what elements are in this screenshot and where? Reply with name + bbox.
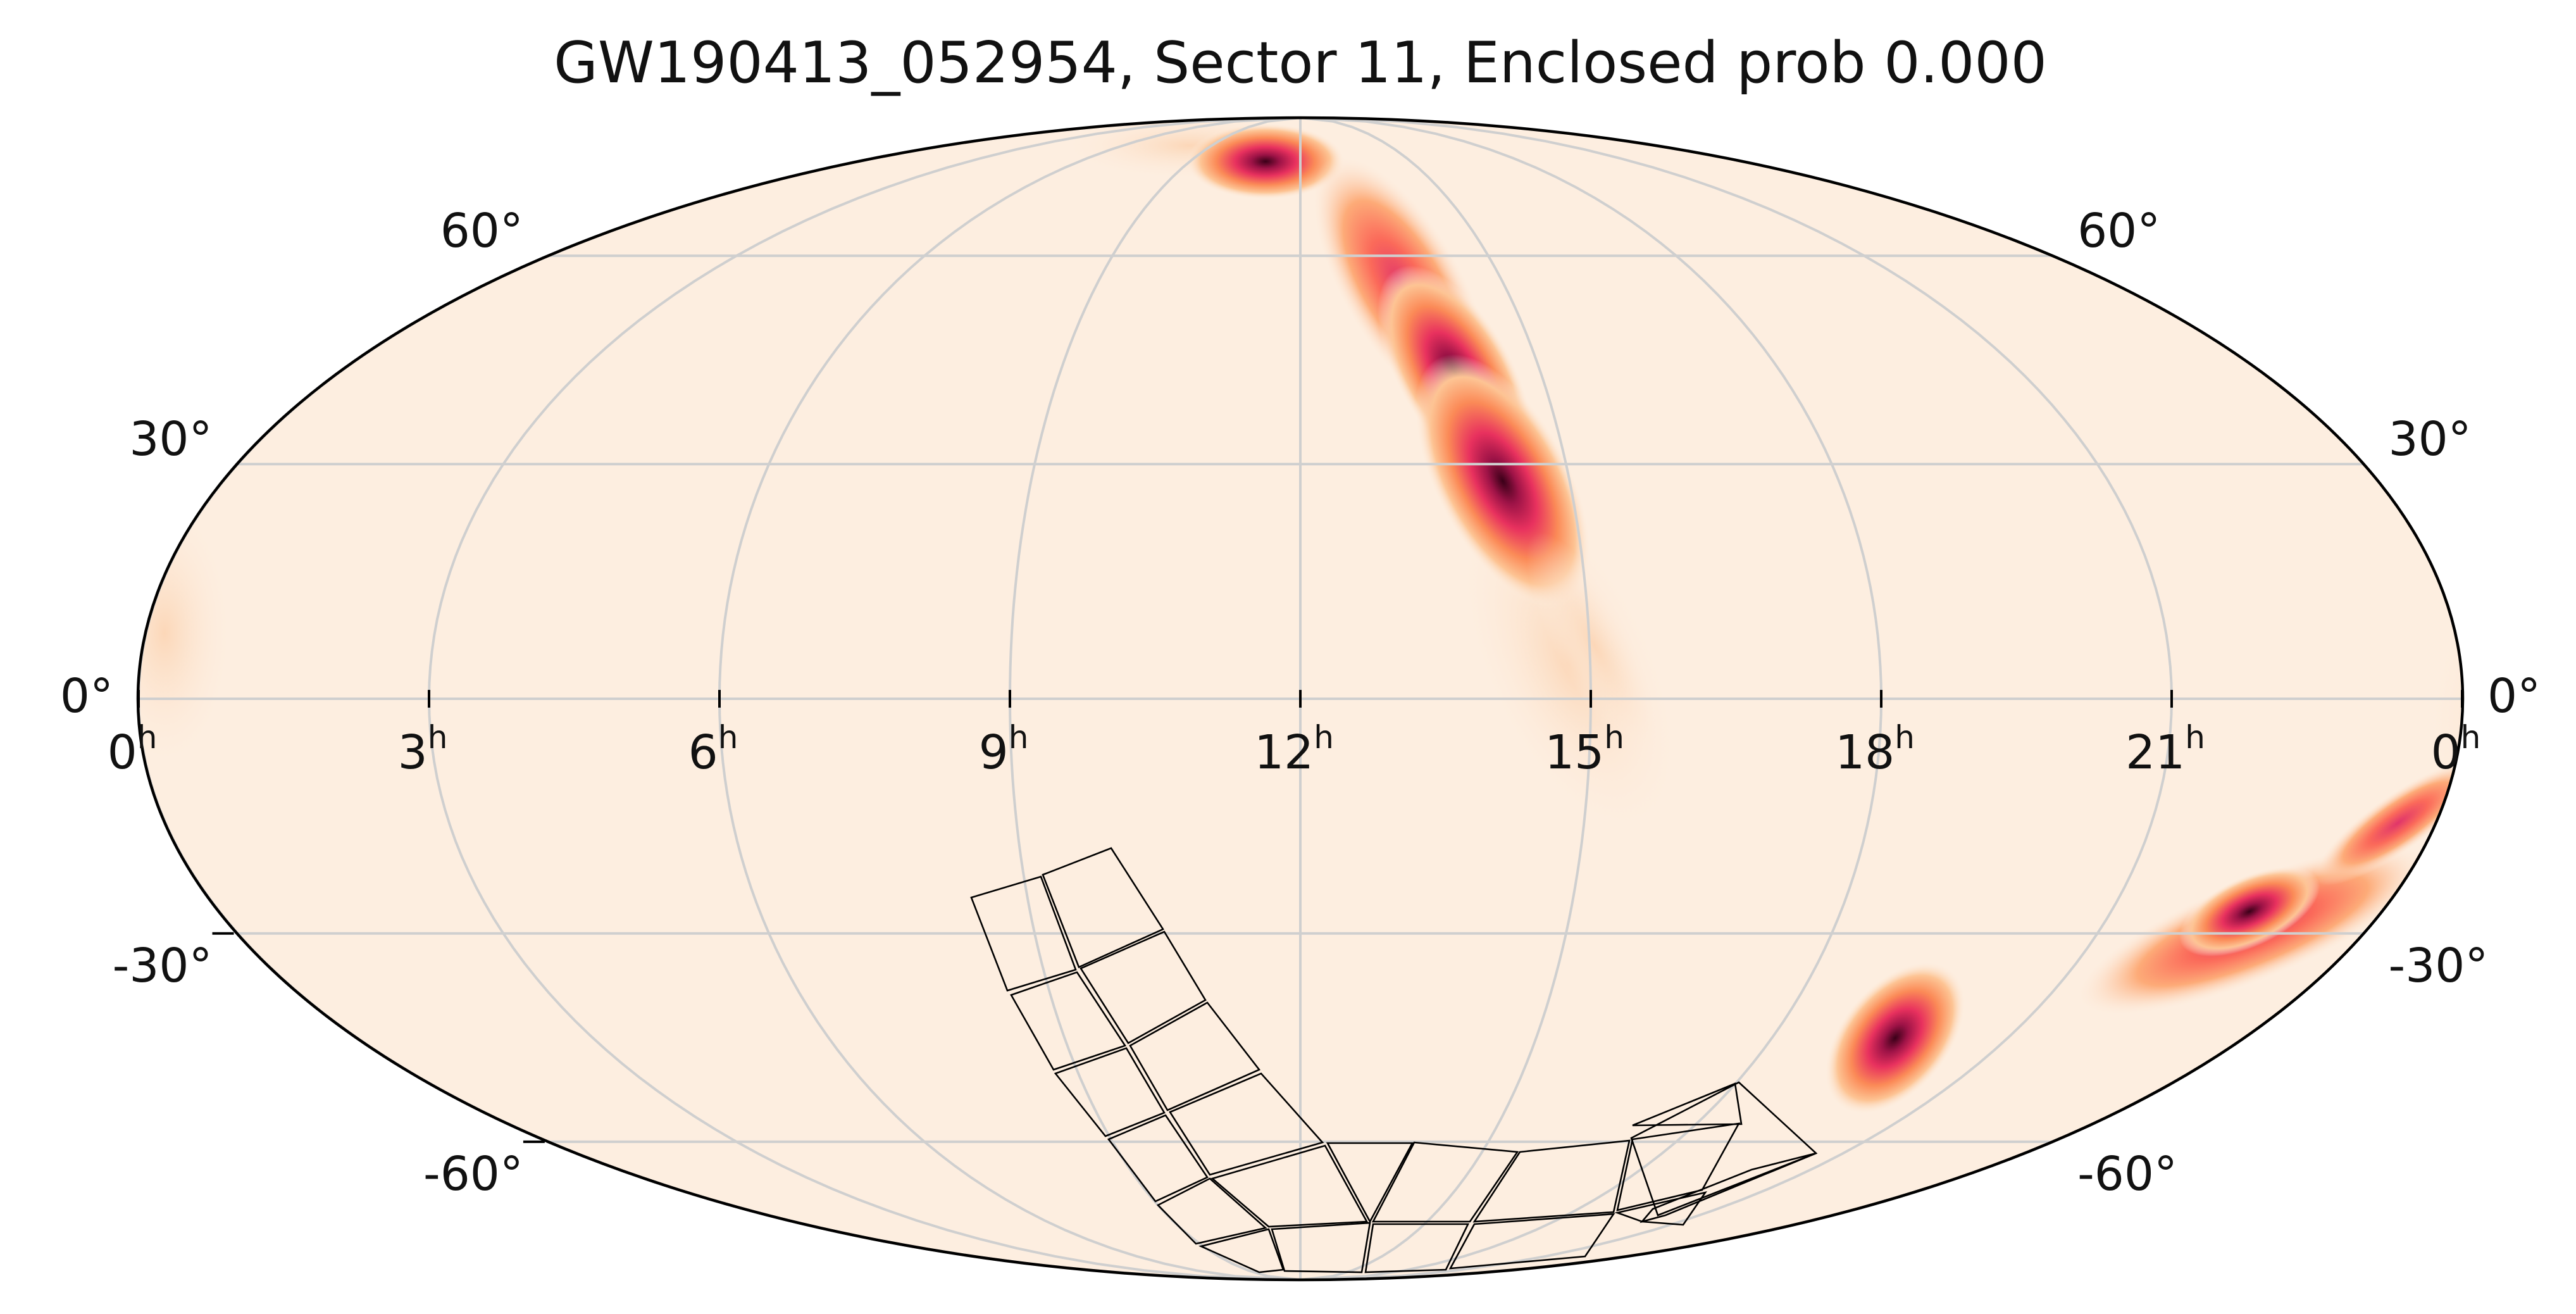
dec-label-right: -60° bbox=[2077, 1147, 2177, 1201]
ra-tick-label: 21h bbox=[2125, 719, 2205, 780]
prob-blob-south-small bbox=[1824, 961, 1966, 1115]
ra-tick-label: 12h bbox=[1254, 719, 1334, 780]
ra-tick-label: 3h bbox=[398, 719, 448, 780]
tess-ccd-outline bbox=[1042, 847, 1164, 968]
tess-ccd-outline bbox=[1630, 1081, 1818, 1217]
ra-tick-label: 15h bbox=[1545, 719, 1624, 780]
tess-ccd-outline bbox=[1472, 1139, 1631, 1223]
tess-ccd-outline bbox=[1054, 1047, 1166, 1137]
tess-sector-footprint bbox=[970, 847, 1818, 1273]
tess-ccd-outline bbox=[1169, 1072, 1324, 1176]
tess-ccd-outline bbox=[1129, 1001, 1261, 1111]
prob-streak-east-edge bbox=[2313, 760, 2463, 885]
probability-map bbox=[138, 118, 2463, 1115]
dec-label-left: -30° bbox=[113, 939, 213, 993]
dec-label-left: 0° bbox=[60, 669, 113, 723]
tess-ccd-outline bbox=[1632, 1082, 1743, 1127]
dec-label-left: 60° bbox=[440, 204, 523, 258]
faint-region bbox=[138, 494, 234, 772]
tess-ccd-outline bbox=[1364, 1223, 1470, 1273]
dec-label-right: 0° bbox=[2487, 669, 2541, 723]
tess-ccd-outline bbox=[1210, 1144, 1369, 1228]
tess-ccd-outline bbox=[1198, 1228, 1285, 1273]
ra-tick-label: 9h bbox=[979, 719, 1029, 780]
prob-streak-tail bbox=[1526, 532, 1663, 759]
tess-ccd-outline bbox=[1371, 1141, 1519, 1223]
dec-label-right: 60° bbox=[2077, 204, 2160, 258]
dec-label-left: 30° bbox=[129, 412, 212, 466]
tess-ccd-outline bbox=[1010, 971, 1127, 1071]
ra-tick-label: 0h bbox=[2431, 719, 2481, 780]
ra-axis: 0h 21h 18h 15h 12h 9h 6h 3h 0h bbox=[108, 690, 2481, 780]
dec-label-left: -60° bbox=[423, 1147, 523, 1201]
tess-ccd-outline bbox=[970, 875, 1077, 992]
ra-tick-label: 18h bbox=[1835, 719, 1915, 780]
tess-ccd-outline bbox=[1640, 1152, 1817, 1223]
dec-label-right: -30° bbox=[2389, 939, 2489, 993]
tess-ccd-outline bbox=[1080, 930, 1207, 1044]
ra-tick-label: 6h bbox=[688, 719, 738, 780]
tess-ccd-outline bbox=[1326, 1142, 1414, 1223]
tess-ccd-outline bbox=[1271, 1222, 1371, 1273]
ra-tick-label: 0h bbox=[108, 719, 158, 780]
prob-blob-north bbox=[1186, 123, 1345, 199]
map-title: GW190413_052954, Sector 11, Enclosed pro… bbox=[554, 30, 2047, 96]
tess-ccd-outline bbox=[1448, 1213, 1615, 1270]
tess-ccd-outline bbox=[1156, 1177, 1267, 1245]
dec-axis: 60° 60° 30° 30° 0° 0° -30° -30° -60° -60° bbox=[60, 204, 2541, 1201]
dec-label-right: 30° bbox=[2389, 412, 2472, 466]
tess-ccd-outline bbox=[1107, 1114, 1209, 1203]
